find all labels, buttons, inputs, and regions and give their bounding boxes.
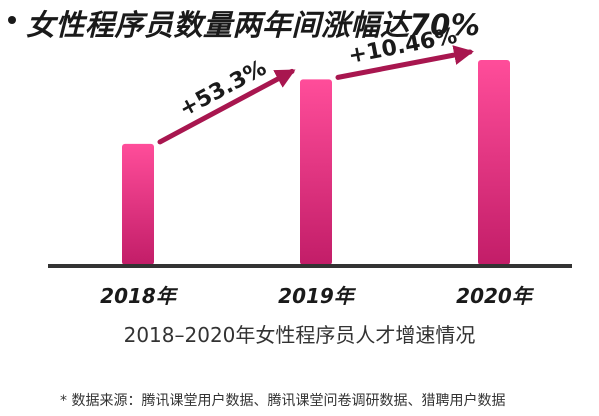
page-title: 女性程序员数量两年间涨幅达70% (26, 8, 481, 42)
x-tick-label-2019年: 2019年 (278, 284, 357, 308)
data-source-note: * 数据来源：腾讯课堂用户数据、腾讯课堂问卷调研数据、猎聘用户数据 (60, 393, 506, 409)
bar-2019年 (300, 79, 332, 265)
x-tick-label-2018年: 2018年 (100, 284, 179, 308)
title-bullet-icon (8, 16, 16, 24)
bar-2018年 (122, 143, 154, 265)
growth-label-2: +10.46% (346, 24, 459, 69)
bar-2020年 (478, 60, 510, 265)
x-tick-label-2020年: 2020年 (456, 284, 535, 308)
growth-arrow-1 (157, 68, 296, 145)
chart-caption: 2018–2020年女性程序员人才增速情况 (123, 323, 476, 347)
growth-arrow-2 (335, 45, 474, 80)
